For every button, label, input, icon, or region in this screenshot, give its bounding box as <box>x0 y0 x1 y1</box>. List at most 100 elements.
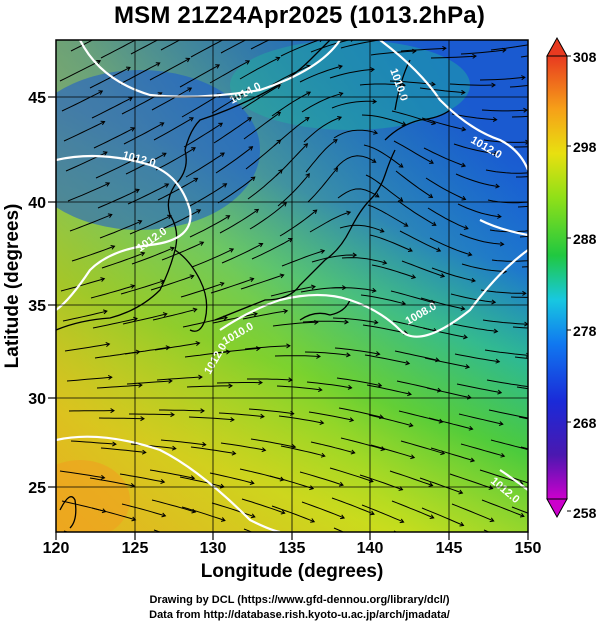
streamline-arrowhead <box>519 512 525 518</box>
streamline-arrowhead <box>320 452 326 458</box>
streamline-arrowhead <box>311 284 316 290</box>
streamline <box>119 62 160 85</box>
streamline-arrowhead <box>379 228 385 233</box>
y-tick-label: 25 <box>28 480 46 497</box>
streamline <box>273 117 310 147</box>
streamline <box>159 409 205 412</box>
streamline <box>338 407 384 418</box>
streamline-arrowhead <box>398 197 404 202</box>
streamline-arrowhead <box>338 91 344 97</box>
streamline <box>516 176 528 178</box>
streamline-arrowhead <box>169 246 175 252</box>
streamline <box>272 321 318 327</box>
streamline-arrowhead <box>398 163 404 168</box>
streamline <box>391 500 434 519</box>
streamline-arrowhead <box>200 408 205 414</box>
streamline <box>458 413 503 425</box>
streamline-arrowhead <box>283 308 289 314</box>
streamline <box>431 267 476 282</box>
streamline-arrowhead <box>461 195 467 201</box>
streamline-arrowhead <box>493 151 499 156</box>
streamline-arrowhead <box>98 90 104 95</box>
streamline-arrowhead <box>140 416 145 422</box>
credit-data: Data from http://database.rish.kyoto-u.a… <box>149 609 450 621</box>
x-axis-label: Longitude (degrees) <box>201 561 384 582</box>
streamline-arrowhead <box>220 152 225 157</box>
streamline-arrowhead <box>110 408 115 414</box>
streamline-arrowhead <box>250 176 256 181</box>
colorbar-tick-label: 298 <box>573 139 597 155</box>
streamline <box>119 473 165 483</box>
streamline-arrowhead <box>551 553 555 557</box>
streamline <box>512 326 528 329</box>
streamline <box>96 384 142 389</box>
streamline <box>181 93 221 118</box>
streamline <box>304 531 306 532</box>
streamline <box>309 211 351 233</box>
streamline <box>422 327 468 338</box>
streamline-arrowhead <box>231 450 237 456</box>
streamline <box>160 439 206 446</box>
streamline-arrowhead <box>257 32 261 36</box>
streamline <box>210 278 254 294</box>
streamline <box>247 378 293 381</box>
x-tick-label: 135 <box>279 540 306 557</box>
streamline <box>62 310 108 322</box>
x-tick-label: 130 <box>200 540 227 557</box>
streamline-arrowhead <box>248 146 254 151</box>
streamline <box>421 117 466 131</box>
streamline-arrowhead <box>222 183 228 188</box>
streamline-arrowhead <box>431 547 435 551</box>
streamline-arrowhead <box>531 448 535 452</box>
streamline-arrowhead <box>332 139 338 144</box>
streamline-arrowhead <box>468 425 474 431</box>
streamline <box>299 471 344 486</box>
streamline <box>395 170 433 198</box>
streamline <box>280 445 325 457</box>
streamline <box>368 414 413 427</box>
streamline <box>155 147 196 171</box>
streamline-arrowhead <box>436 247 442 252</box>
streamline <box>92 318 138 329</box>
streamline <box>63 530 69 532</box>
streamline <box>161 241 204 261</box>
colorbar-tick-label: 258 <box>573 505 597 521</box>
streamline <box>481 109 528 112</box>
streamline <box>213 117 252 144</box>
streamline-arrowhead <box>467 251 473 257</box>
streamline-arrowhead <box>255 346 261 352</box>
streamline-arrowhead <box>164 183 170 188</box>
streamline <box>485 169 528 174</box>
streamline <box>157 177 198 201</box>
streamline-arrowhead <box>245 60 251 65</box>
streamline-arrowhead <box>215 64 221 69</box>
streamline-arrowhead <box>522 290 527 296</box>
streamline-arrowhead <box>310 518 316 523</box>
streamline <box>308 411 354 421</box>
streamline <box>304 351 350 356</box>
streamline-arrowhead <box>340 514 346 520</box>
streamline-arrowhead <box>141 449 147 455</box>
streamline-arrowhead <box>352 252 358 258</box>
streamline <box>185 152 225 178</box>
streamline <box>60 278 105 292</box>
streamline <box>244 345 290 350</box>
streamline <box>306 381 352 389</box>
colorbar-lower-triangle <box>546 498 568 519</box>
streamline <box>240 274 284 290</box>
streamline <box>335 155 376 169</box>
streamline <box>452 323 498 332</box>
streamline <box>220 442 266 451</box>
colorbar-upper-triangle <box>546 36 568 57</box>
streamline-arrowhead <box>304 117 310 122</box>
streamline <box>419 477 463 494</box>
streamline <box>390 290 435 304</box>
streamline-arrowhead <box>521 75 526 81</box>
streamline <box>159 209 201 231</box>
streamline-arrowhead <box>533 258 537 262</box>
streamline-arrowhead <box>403 222 409 227</box>
streamline <box>299 65 343 83</box>
streamline-arrowhead <box>525 139 528 145</box>
streamline <box>400 440 445 455</box>
streamline-arrowhead <box>199 241 205 246</box>
